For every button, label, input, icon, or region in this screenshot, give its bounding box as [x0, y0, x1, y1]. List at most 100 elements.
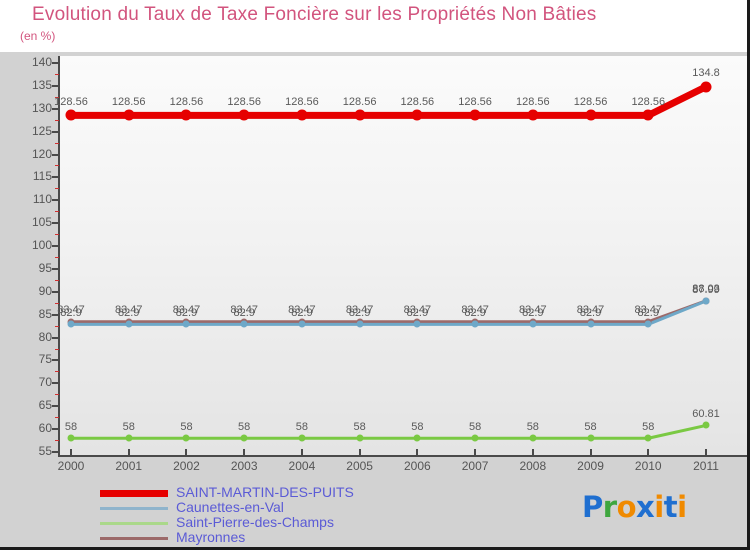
legend-swatch [100, 506, 168, 510]
legend-item[interactable]: Caunettes-en-Val [100, 499, 400, 516]
y-axis-label: 130 [31, 100, 52, 115]
y-axis-tick [52, 451, 59, 453]
y-axis-label: 120 [31, 146, 52, 161]
y-axis-label: 105 [31, 215, 52, 230]
y-axis-tick [52, 359, 59, 362]
legend-item[interactable]: Mayronnes [100, 529, 400, 546]
y-axis-minor-tick [55, 257, 59, 258]
y-axis-tick [52, 245, 59, 248]
x-axis-label: 2008 [519, 459, 547, 473]
logo-letter: x [636, 490, 655, 524]
x-axis-tick [474, 449, 477, 456]
logo-letter: P [582, 490, 603, 524]
y-axis-minor-tick [55, 302, 59, 304]
legend-swatch [100, 536, 168, 540]
y-axis-minor-tick [55, 348, 59, 350]
x-axis-tick [531, 449, 534, 456]
y-axis-label: 70 [38, 375, 52, 390]
y-axis-tick [52, 428, 59, 431]
y-axis-tick [52, 153, 59, 156]
y-axis-minor-tick [55, 119, 59, 121]
x-axis-label: 2000 [57, 459, 85, 473]
y-axis-minor-tick [55, 96, 59, 98]
legend-item[interactable]: SAINT-MARTIN-DES-PUITS [100, 484, 400, 501]
x-axis-label: 2011 [693, 459, 719, 473]
plot-area [59, 56, 747, 455]
y-axis-tick [52, 382, 59, 385]
y-axis-minor-tick [55, 279, 59, 281]
x-axis-label: 2001 [115, 459, 143, 473]
x-axis-tick [647, 449, 650, 456]
legend-label: Mayronnes [176, 529, 246, 545]
y-axis-tick [52, 405, 59, 408]
y-axis-label: 125 [31, 123, 52, 138]
y-axis-minor-tick [55, 165, 59, 167]
x-axis-label: 2005 [346, 459, 373, 473]
x-axis-tick [127, 449, 130, 456]
y-axis-minor-tick [55, 73, 59, 75]
y-axis-tick [52, 84, 59, 87]
x-axis-tick [358, 449, 361, 456]
y-axis [58, 56, 60, 456]
y-axis-minor-tick [55, 325, 59, 327]
y-axis-label: 60 [38, 421, 52, 436]
x-axis-tick [705, 449, 707, 456]
x-axis-tick [589, 449, 592, 456]
y-axis-minor-tick [55, 394, 59, 396]
y-axis-label: 110 [32, 192, 52, 207]
y-axis-tick [52, 199, 59, 202]
logo-letter: t [663, 490, 678, 524]
legend-item[interactable]: Saint-Pierre-des-Champs [100, 514, 400, 531]
x-axis-label: 2002 [173, 459, 200, 473]
x-axis-label: 2006 [404, 459, 431, 473]
x-axis-label: 2010 [634, 459, 662, 473]
y-axis-label: 90 [38, 283, 52, 298]
legend-label: Saint-Pierre-des-Champs [176, 514, 334, 530]
x-axis-tick [185, 449, 188, 456]
x-axis-tick [416, 449, 419, 456]
logo-letter: i [654, 490, 664, 524]
y-axis-label: 65 [38, 398, 52, 413]
y-axis-tick [52, 107, 59, 110]
legend-label: Caunettes-en-Val [176, 499, 284, 515]
y-axis-minor-tick [55, 234, 59, 236]
y-axis-tick [52, 290, 59, 293]
x-axis [58, 455, 747, 457]
y-axis-label: 115 [32, 169, 52, 184]
chart-header: Evolution du Taux de Taxe Foncière sur l… [0, 0, 747, 52]
y-axis-minor-tick [55, 440, 59, 442]
y-axis-label: 100 [31, 238, 52, 253]
y-axis-tick [52, 313, 59, 316]
y-axis-label: 80 [38, 329, 52, 344]
x-axis-label: 2009 [577, 459, 604, 473]
x-axis-label: 2004 [288, 459, 316, 473]
y-axis-label: 85 [38, 306, 52, 321]
legend-swatch [100, 521, 168, 525]
legend-swatch [100, 489, 168, 497]
y-axis-tick [52, 62, 59, 64]
x-axis-tick [300, 449, 303, 456]
y-axis-minor-tick [55, 371, 59, 373]
logo-letter: r [602, 490, 617, 524]
y-axis-tick [52, 336, 59, 339]
chart-unit-label: (en %) [20, 29, 56, 43]
x-axis-label: 2003 [230, 459, 258, 473]
y-axis-label: 95 [38, 260, 52, 275]
y-axis-label: 135 [31, 77, 52, 92]
y-axis-minor-tick [55, 211, 59, 213]
x-axis-tick [243, 449, 246, 456]
y-axis-label: 55 [38, 444, 52, 458]
page-title: Evolution du Taux de Taxe Foncière sur l… [32, 4, 597, 25]
legend-label: SAINT-MARTIN-DES-PUITS [176, 484, 354, 500]
x-axis-label: 2007 [461, 459, 489, 473]
y-axis-label: 75 [38, 352, 52, 367]
logo-letter: i [677, 490, 687, 524]
y-axis-label: 140 [31, 55, 52, 69]
y-axis-tick [52, 267, 59, 270]
proxiti-logo[interactable]: Proxiti [582, 490, 687, 524]
y-axis-minor-tick [55, 142, 59, 144]
x-axis-tick [70, 449, 72, 456]
y-axis-minor-tick [55, 417, 59, 419]
logo-letter: o [616, 490, 637, 524]
